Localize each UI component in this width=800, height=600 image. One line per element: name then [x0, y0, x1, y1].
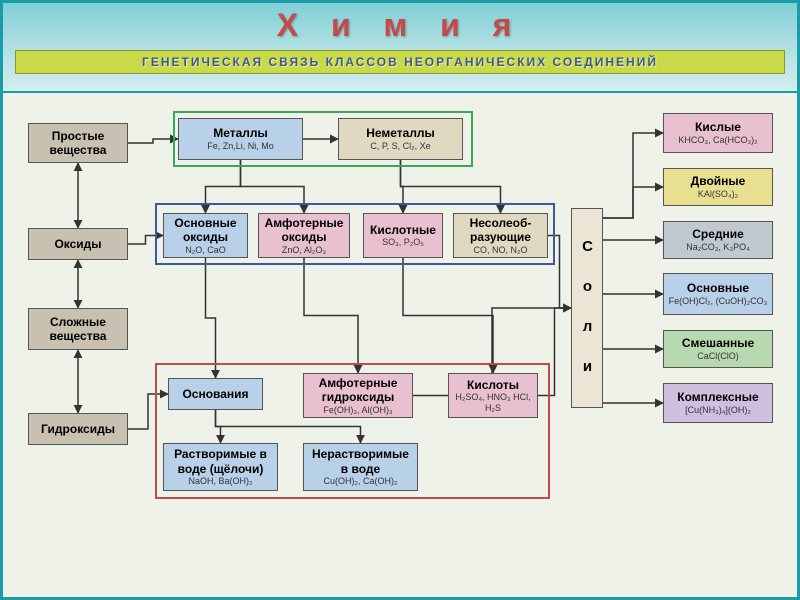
node-basicox: Основные оксидыN₂O, CaO: [163, 213, 248, 258]
node-formula: C, P, S, Cl₂, Xe: [343, 141, 458, 152]
edge: [603, 187, 663, 218]
edge: [603, 133, 663, 218]
node-bases: Основания: [168, 378, 263, 410]
node-formula: KHCO₃, Ca(HCO₃)₂: [668, 135, 768, 146]
node-acidox: КислотныеSO₃, P₂O₅: [363, 213, 443, 258]
node-simple: Простые вещества: [28, 123, 128, 163]
main-title: Х и м и я: [3, 7, 797, 44]
node-title: Кислоты: [453, 378, 533, 392]
node-title: Растворимые в воде (щёлочи): [168, 447, 273, 476]
node-formula: ZnO, Al₂O₃: [263, 245, 345, 256]
node-acids: КислотыH₂SO₄, HNO₃ HCl, H₂S: [448, 373, 538, 418]
header: Х и м и я ГЕНЕТИЧЕСКАЯ СВЯЗЬ КЛАССОВ НЕО…: [3, 3, 797, 93]
node-formula: CaCl(ClO): [668, 351, 768, 362]
node-formula: Fe(OH)Cl₂, (CuOH)₂CO₃: [668, 296, 768, 307]
node-nonsalt: Несолеоб-разующиеCO, NO, N₂O: [453, 213, 548, 258]
node-title: Нерастворимые в воде: [308, 447, 413, 476]
node-title: Амфотерные гидроксиды: [308, 376, 408, 405]
node-oxides: Оксиды: [28, 228, 128, 260]
node-title: Основания: [173, 387, 258, 401]
poster: Х и м и я ГЕНЕТИЧЕСКАЯ СВЯЗЬ КЛАССОВ НЕО…: [0, 0, 800, 600]
node-title: Основные оксиды: [168, 216, 243, 245]
node-hydrox: Гидроксиды: [28, 413, 128, 445]
node-s_double: ДвойныеKAl(SO₄)₂: [663, 168, 773, 206]
diagram-area: Простые вещества Оксиды Сложные вещества Ги…: [3, 93, 797, 597]
node-metals: МеталлыFe, Zn,Li, Ni, Mo: [178, 118, 303, 160]
node-formula: Na₂CO₃, K₃PO₄: [668, 242, 768, 253]
node-title: Амфотерные оксиды: [263, 216, 345, 245]
node-formula: [Cu(NH₃)₄](OH)₂: [668, 405, 768, 416]
node-title: Несолеоб-разующие: [458, 216, 543, 245]
node-title: Основные: [668, 281, 768, 295]
node-title: Металлы: [183, 126, 298, 140]
node-formula: KAl(SO₄)₂: [668, 189, 768, 200]
node-formula: Cu(OH)₂, Ca(OH)₂: [308, 476, 413, 487]
node-amphhyd: Амфотерные гидроксидыFe(OH)₃, Al(OH)₃: [303, 373, 413, 418]
node-title: Гидроксиды: [33, 422, 123, 436]
node-insoluble: Нерастворимые в водеCu(OH)₂, Ca(OH)₂: [303, 443, 418, 491]
node-nonmetals: НеметаллыC, P, S, Cl₂, Xe: [338, 118, 463, 160]
node-s_mid: СредниеNa₂CO₃, K₃PO₄: [663, 221, 773, 259]
node-soluble: Растворимые в воде (щёлочи)NaOH, Ba(OH)₂: [163, 443, 278, 491]
node-title: Сложные вещества: [33, 315, 123, 344]
node-formula: CO, NO, N₂O: [458, 245, 543, 256]
node-s_basic: ОсновныеFe(OH)Cl₂, (CuOH)₂CO₃: [663, 273, 773, 315]
edge: [403, 258, 493, 373]
node-formula: N₂O, CaO: [168, 245, 243, 256]
node-title: Простые вещества: [33, 129, 123, 158]
node-complex: Сложные вещества: [28, 308, 128, 350]
node-formula: NaOH, Ba(OH)₂: [168, 476, 273, 487]
node-formula: Fe, Zn,Li, Ni, Mo: [183, 141, 298, 152]
node-title: Комплексные: [668, 390, 768, 404]
node-soli: С о л и: [571, 208, 603, 408]
node-formula: H₂SO₄, HNO₃ HCl, H₂S: [453, 392, 533, 414]
node-amphox: Амфотерные оксидыZnO, Al₂O₃: [258, 213, 350, 258]
node-title: Оксиды: [33, 237, 123, 251]
node-title: Неметаллы: [343, 126, 458, 140]
node-s_complex: Комплексные[Cu(NH₃)₄](OH)₂: [663, 383, 773, 423]
edge: [304, 258, 358, 373]
node-formula: Fe(OH)₃, Al(OH)₃: [308, 405, 408, 416]
subtitle: ГЕНЕТИЧЕСКАЯ СВЯЗЬ КЛАССОВ НЕОРГАНИЧЕСКИ…: [15, 50, 785, 74]
edge: [206, 258, 216, 378]
node-title: Кислотные: [368, 223, 438, 237]
node-s_acid: КислыеKHCO₃, Ca(HCO₃)₂: [663, 113, 773, 153]
node-s_mix: СмешанныеCaCl(ClO): [663, 330, 773, 368]
node-formula: SO₃, P₂O₅: [368, 237, 438, 248]
edge: [128, 139, 178, 143]
node-title: Двойные: [668, 174, 768, 188]
node-title: Кислые: [668, 120, 768, 134]
node-title: Средние: [668, 227, 768, 241]
node-title: Смешанные: [668, 336, 768, 350]
